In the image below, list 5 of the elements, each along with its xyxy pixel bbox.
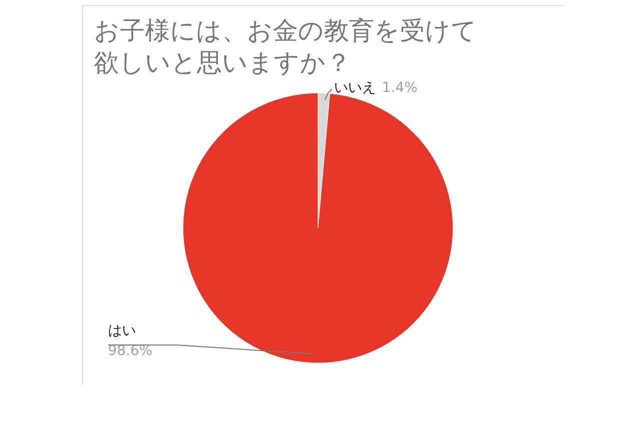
- slice-label: いいえ: [334, 80, 376, 96]
- slice-label: はい: [108, 323, 136, 339]
- chart-title: お子様には、お金の教育を受けて欲しいと思いますか？: [94, 16, 477, 77]
- data-label: 1.4%: [382, 80, 418, 96]
- pie-slice: [182, 92, 453, 364]
